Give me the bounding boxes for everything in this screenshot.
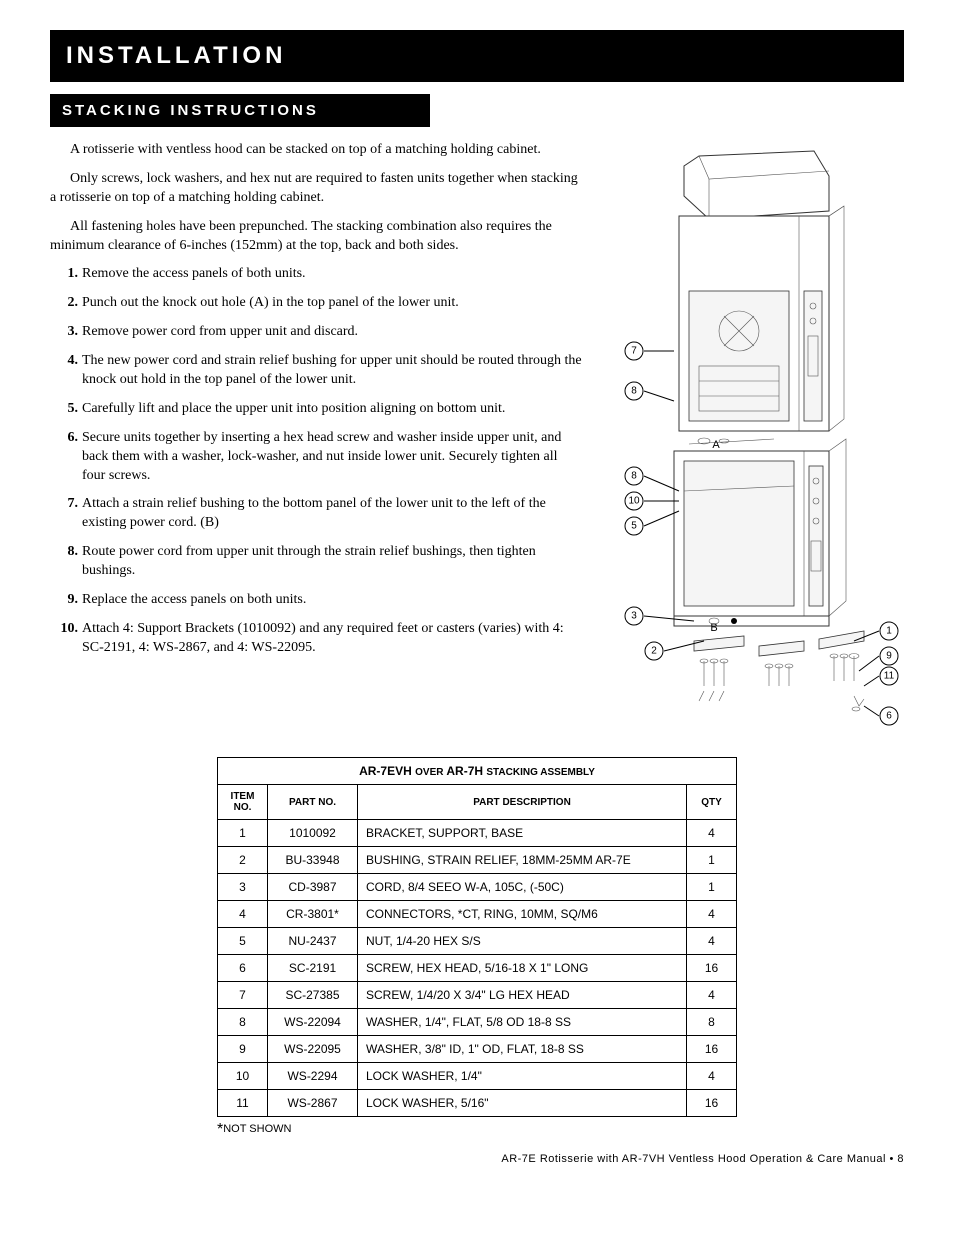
- table-cell: 4: [687, 901, 737, 928]
- table-cell: 4: [687, 820, 737, 847]
- svg-text:8: 8: [631, 386, 637, 397]
- table-cell: 4: [687, 982, 737, 1009]
- table-cell: WS-2867: [268, 1090, 358, 1117]
- table-row: 3CD-3987CORD, 8/4 SEEO W-A, 105C, (-50C)…: [218, 874, 737, 901]
- table-cell: 4: [687, 928, 737, 955]
- footnote: *NOT SHOWN: [217, 1121, 737, 1139]
- table-title: AR-7EVH OVER AR-7H STACKING ASSEMBLY: [218, 758, 737, 785]
- table-cell: 7: [218, 982, 268, 1009]
- intro-paragraph: All fastening holes have been prepunched…: [50, 218, 584, 256]
- table-cell: CONNECTORS, *CT, RING, 10MM, SQ/M6: [358, 901, 687, 928]
- table-cell: BU-33948: [268, 847, 358, 874]
- step-item: Carefully lift and place the upper unit …: [50, 400, 584, 419]
- table-cell: SCREW, HEX HEAD, 5/16-18 X 1" LONG: [358, 955, 687, 982]
- col-qty: QTY: [687, 785, 737, 820]
- table-cell: NUT, 1/4-20 HEX S/S: [358, 928, 687, 955]
- svg-text:8: 8: [631, 471, 637, 482]
- step-item: Punch out the knock out hole (A) in the …: [50, 294, 584, 313]
- table-row: 2BU-33948BUSHING, STRAIN RELIEF, 18MM-25…: [218, 847, 737, 874]
- step-item: Remove the access panels of both units.: [50, 265, 584, 284]
- intro-paragraph: A rotisserie with ventless hood can be s…: [50, 141, 584, 160]
- table-cell: 16: [687, 1036, 737, 1063]
- step-item: Attach 4: Support Brackets (1010092) and…: [50, 620, 584, 658]
- content-row: A rotisserie with ventless hood can be s…: [50, 141, 904, 741]
- col-desc: PART DESCRIPTION: [358, 785, 687, 820]
- table-cell: 3: [218, 874, 268, 901]
- table-cell: SCREW, 1/4/20 X 3/4" LG HEX HEAD: [358, 982, 687, 1009]
- table-cell: LOCK WASHER, 5/16": [358, 1090, 687, 1117]
- table-cell: NU-2437: [268, 928, 358, 955]
- table-cell: WASHER, 3/8" ID, 1" OD, FLAT, 18-8 SS: [358, 1036, 687, 1063]
- svg-text:5: 5: [631, 521, 637, 532]
- table-row: 5NU-2437NUT, 1/4-20 HEX S/S4: [218, 928, 737, 955]
- table-cell: CR-3801*: [268, 901, 358, 928]
- table-cell: 1: [687, 874, 737, 901]
- step-item: Remove power cord from upper unit and di…: [50, 323, 584, 342]
- step-item: Secure units together by inserting a hex…: [50, 429, 584, 486]
- svg-text:1: 1: [886, 626, 892, 637]
- table-cell: 4: [687, 1063, 737, 1090]
- table-row: 7SC-27385SCREW, 1/4/20 X 3/4" LG HEX HEA…: [218, 982, 737, 1009]
- svg-text:A: A: [712, 439, 720, 451]
- section-subtitle: STACKING INSTRUCTIONS: [50, 94, 430, 127]
- svg-text:3: 3: [631, 611, 637, 622]
- table-cell: WS-22095: [268, 1036, 358, 1063]
- svg-text:9: 9: [886, 651, 892, 662]
- step-list: Remove the access panels of both units. P…: [50, 265, 584, 657]
- table-row: 10WS-2294LOCK WASHER, 1/4"4: [218, 1063, 737, 1090]
- table-cell: 1: [687, 847, 737, 874]
- table-cell: LOCK WASHER, 1/4": [358, 1063, 687, 1090]
- table-cell: 9: [218, 1036, 268, 1063]
- step-item: The new power cord and strain relief bus…: [50, 352, 584, 390]
- table-row: 4CR-3801*CONNECTORS, *CT, RING, 10MM, SQ…: [218, 901, 737, 928]
- svg-text:10: 10: [628, 496, 640, 507]
- svg-text:B: B: [710, 622, 717, 634]
- step-item: Replace the access panels on both units.: [50, 591, 584, 610]
- table-cell: 8: [687, 1009, 737, 1036]
- table-cell: SC-27385: [268, 982, 358, 1009]
- text-column: A rotisserie with ventless hood can be s…: [50, 141, 584, 668]
- svg-text:6: 6: [886, 711, 892, 722]
- page-title: INSTALLATION: [50, 30, 904, 82]
- table-row: 9WS-22095WASHER, 3/8" ID, 1" OD, FLAT, 1…: [218, 1036, 737, 1063]
- svg-text:11: 11: [884, 671, 895, 682]
- table-cell: 6: [218, 955, 268, 982]
- table-cell: 11: [218, 1090, 268, 1117]
- table-cell: 16: [687, 955, 737, 982]
- parts-table: AR-7EVH OVER AR-7H STACKING ASSEMBLY ITE…: [217, 757, 737, 1117]
- step-item: Route power cord from upper unit through…: [50, 543, 584, 581]
- svg-text:7: 7: [631, 346, 637, 357]
- step-item: Attach a strain relief bushing to the bo…: [50, 495, 584, 533]
- table-cell: 16: [687, 1090, 737, 1117]
- table-cell: 5: [218, 928, 268, 955]
- table-cell: WASHER, 1/4", FLAT, 5/8 OD 18-8 SS: [358, 1009, 687, 1036]
- table-cell: 1: [218, 820, 268, 847]
- table-cell: WS-2294: [268, 1063, 358, 1090]
- col-item: ITEM NO.: [218, 785, 268, 820]
- table-cell: 8: [218, 1009, 268, 1036]
- table-row: 11WS-2867LOCK WASHER, 5/16"16: [218, 1090, 737, 1117]
- table-cell: 1010092: [268, 820, 358, 847]
- assembly-diagram: 7 8 8 10 5 3 2 1 9 11 6 A B: [604, 141, 904, 741]
- table-row: 11010092BRACKET, SUPPORT, BASE4: [218, 820, 737, 847]
- col-part: PART NO.: [268, 785, 358, 820]
- table-cell: CORD, 8/4 SEEO W-A, 105C, (-50C): [358, 874, 687, 901]
- table-cell: BUSHING, STRAIN RELIEF, 18MM-25MM AR-7E: [358, 847, 687, 874]
- table-cell: CD-3987: [268, 874, 358, 901]
- table-cell: SC-2191: [268, 955, 358, 982]
- table-header-row: ITEM NO. PART NO. PART DESCRIPTION QTY: [218, 785, 737, 820]
- table-cell: 2: [218, 847, 268, 874]
- page-footer: AR-7E Rotisserie with AR-7VH Ventless Ho…: [50, 1153, 904, 1165]
- svg-text:2: 2: [651, 646, 657, 657]
- intro-paragraph: Only screws, lock washers, and hex nut a…: [50, 170, 584, 208]
- table-row: 8WS-22094WASHER, 1/4", FLAT, 5/8 OD 18-8…: [218, 1009, 737, 1036]
- table-cell: WS-22094: [268, 1009, 358, 1036]
- table-cell: 10: [218, 1063, 268, 1090]
- table-row: 6SC-2191SCREW, HEX HEAD, 5/16-18 X 1" LO…: [218, 955, 737, 982]
- table-cell: 4: [218, 901, 268, 928]
- table-cell: BRACKET, SUPPORT, BASE: [358, 820, 687, 847]
